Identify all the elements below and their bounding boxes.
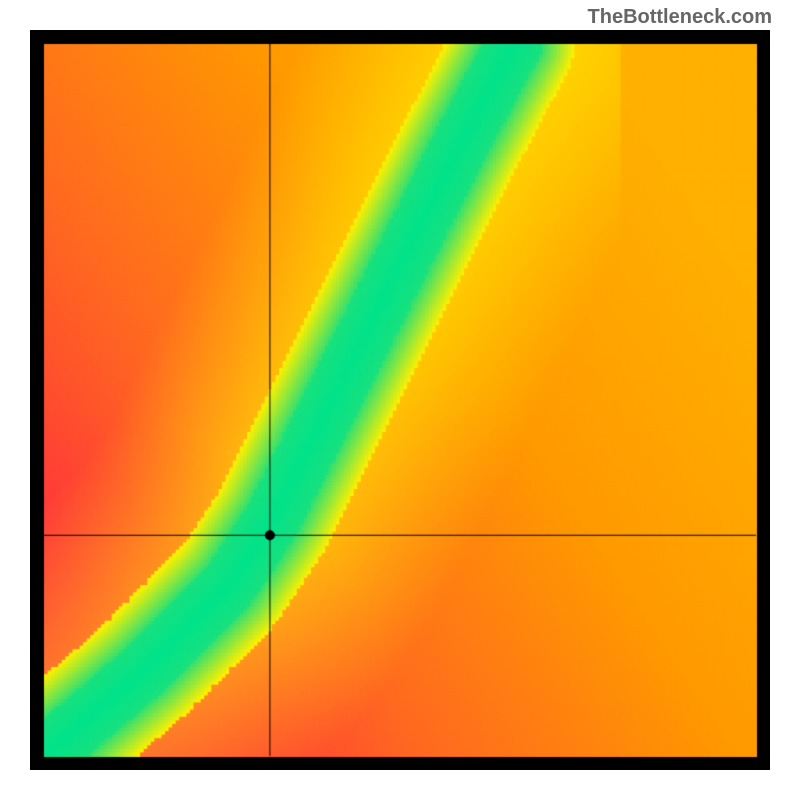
heatmap-canvas [30, 30, 770, 770]
plot-frame [30, 30, 770, 770]
page-container: TheBottleneck.com [0, 0, 800, 800]
watermark-text: TheBottleneck.com [588, 6, 772, 29]
